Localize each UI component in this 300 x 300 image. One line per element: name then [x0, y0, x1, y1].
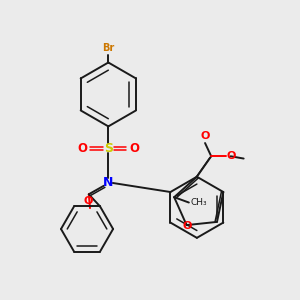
- Text: O: O: [129, 142, 140, 155]
- Text: N: N: [103, 176, 113, 190]
- Text: O: O: [183, 221, 192, 231]
- Text: CH₃: CH₃: [190, 198, 207, 207]
- Text: O: O: [84, 196, 93, 206]
- Text: O: O: [77, 142, 87, 155]
- Text: O: O: [200, 130, 210, 141]
- Text: Br: Br: [102, 43, 115, 53]
- Text: O: O: [227, 151, 236, 161]
- Text: S: S: [104, 142, 113, 155]
